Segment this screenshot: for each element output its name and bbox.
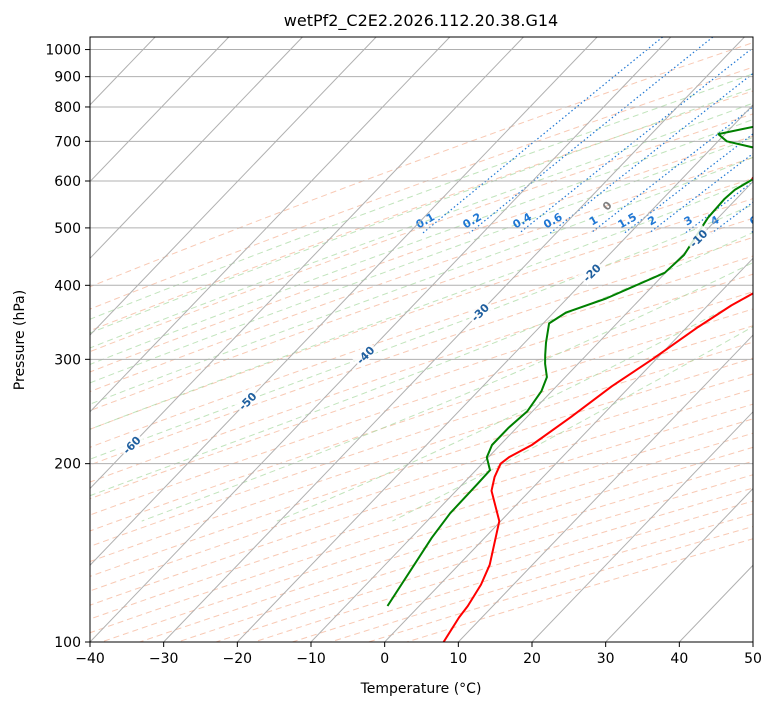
temperature-profile-line — [442, 292, 753, 642]
isotherm-line — [678, 564, 753, 642]
dry-adiabat-line — [90, 291, 753, 516]
x-tick-label: 30 — [597, 651, 615, 667]
isotherm-line — [310, 180, 753, 642]
dry-adiabat-line — [90, 66, 753, 310]
plot-area: 0.10.20.40.611.52346810131620253036 -100… — [0, 37, 769, 642]
y-tick-label: 900 — [54, 70, 81, 86]
dry-adiabat-label: 10 — [749, 167, 769, 187]
pressure-gridlines — [90, 49, 753, 642]
mixing-ratio-label: 1 — [587, 213, 600, 228]
dry-adiabat-line — [90, 42, 753, 288]
dry-adiabats — [90, 42, 753, 642]
x-tick-label: 40 — [670, 651, 688, 667]
dry-adiabat-line — [368, 525, 753, 642]
moist-adiabat-line — [90, 204, 753, 460]
isotherm-line — [90, 37, 377, 336]
y-tick-label: 100 — [54, 635, 81, 651]
dry-adiabat-line — [90, 341, 753, 563]
x-tick-label: −10 — [296, 651, 326, 667]
moist-adiabat-line — [90, 118, 753, 365]
y-tick-label: 600 — [54, 174, 81, 190]
isotherm-line — [90, 37, 524, 490]
moist-adiabat-line — [276, 293, 753, 522]
dry-adiabat-line — [406, 538, 753, 642]
dry-adiabat-line — [330, 513, 753, 642]
plot-frame — [89, 36, 754, 643]
dry-adiabat-line — [254, 487, 753, 642]
mixing-ratio-line — [549, 72, 753, 234]
dry-adiabat-line — [90, 177, 753, 412]
isotherm-line — [90, 37, 230, 183]
isotherm-label-bg — [0, 477, 27, 504]
moist-adiabat-line — [90, 156, 753, 405]
isotherm-line — [90, 37, 303, 260]
mixing-ratio-line — [422, 37, 663, 234]
x-tick-label: 10 — [449, 651, 467, 667]
isotherm-line — [236, 104, 753, 642]
isotherm-label-bg — [465, 298, 493, 326]
dry-adiabat-line — [90, 403, 753, 620]
isotherm-line — [457, 334, 753, 642]
isotherm-line — [163, 37, 745, 642]
moist-adiabat-line — [90, 102, 753, 349]
mixing-ratio-line — [469, 37, 714, 234]
y-tick-label: 500 — [54, 221, 81, 237]
x-tick-label: 0 — [380, 651, 389, 667]
isotherm-line — [531, 411, 753, 642]
y-tick-label: 200 — [54, 457, 81, 473]
mixing-ratio-label: 3 — [682, 213, 695, 228]
isotherm-line — [752, 641, 753, 642]
isotherm-line — [90, 37, 672, 642]
chart-title: wetPf2_C2E2.2026.112.20.38.G14 — [284, 11, 558, 31]
dewpoint-profile-line — [386, 125, 753, 607]
isotherm-label-bg — [684, 224, 712, 252]
isotherm-line — [384, 257, 753, 642]
moist-adiabat-line — [90, 179, 753, 430]
x-axis-title: Temperature (°C) — [360, 681, 482, 697]
y-tick-label: 300 — [54, 352, 81, 368]
mixing-ratio-line — [624, 133, 753, 234]
dry-adiabat-line — [90, 236, 753, 466]
mixing-ratio-line — [684, 181, 753, 234]
y-tick-label: 1000 — [45, 43, 81, 59]
x-tick-label: 20 — [523, 651, 541, 667]
x-tick-label: −40 — [75, 651, 105, 667]
dry-adiabat-line — [90, 373, 753, 592]
isotherm-label-bg — [351, 340, 379, 368]
dry-adiabat-line — [177, 460, 753, 642]
y-tick-label: 400 — [54, 278, 81, 294]
isotherm-label-bg — [233, 387, 261, 414]
y-tick-label: 800 — [54, 100, 81, 116]
y-axis-title: Pressure (hPa) — [12, 290, 28, 390]
x-tick-label: −20 — [223, 651, 253, 667]
isotherm-line — [0, 37, 8, 642]
profile-series — [386, 125, 753, 642]
mixing-ratio-label: 2 — [646, 213, 659, 228]
y-axis: 100 200 300 400 500 600 700 800 900 1000 — [45, 43, 90, 651]
moist-adiabat-line — [90, 136, 753, 384]
isotherm-line — [90, 37, 598, 566]
x-tick-label: −30 — [149, 651, 179, 667]
mixing-ratio-label: 6 — [747, 213, 760, 228]
isotherm-line — [605, 487, 753, 642]
x-axis: −40 −30 −20 −10 0 10 20 30 40 50 — [75, 642, 762, 667]
isotherm-label-bg — [117, 430, 145, 458]
moist-adiabat-line — [141, 262, 753, 522]
mixing-ratio-line — [519, 46, 753, 234]
isotherm-line — [90, 37, 451, 413]
dry-adiabat-line — [90, 90, 753, 332]
isotherm-label: -70 — [3, 479, 26, 502]
dry-adiabat-line — [292, 500, 753, 642]
isotherm-label-bg — [577, 258, 605, 286]
x-tick-label: 50 — [744, 651, 762, 667]
dry-adiabat-line — [90, 217, 753, 448]
mixing-ratio-line — [750, 230, 753, 234]
y-tick-label: 700 — [54, 134, 81, 150]
dry-adiabat-line — [90, 325, 753, 547]
